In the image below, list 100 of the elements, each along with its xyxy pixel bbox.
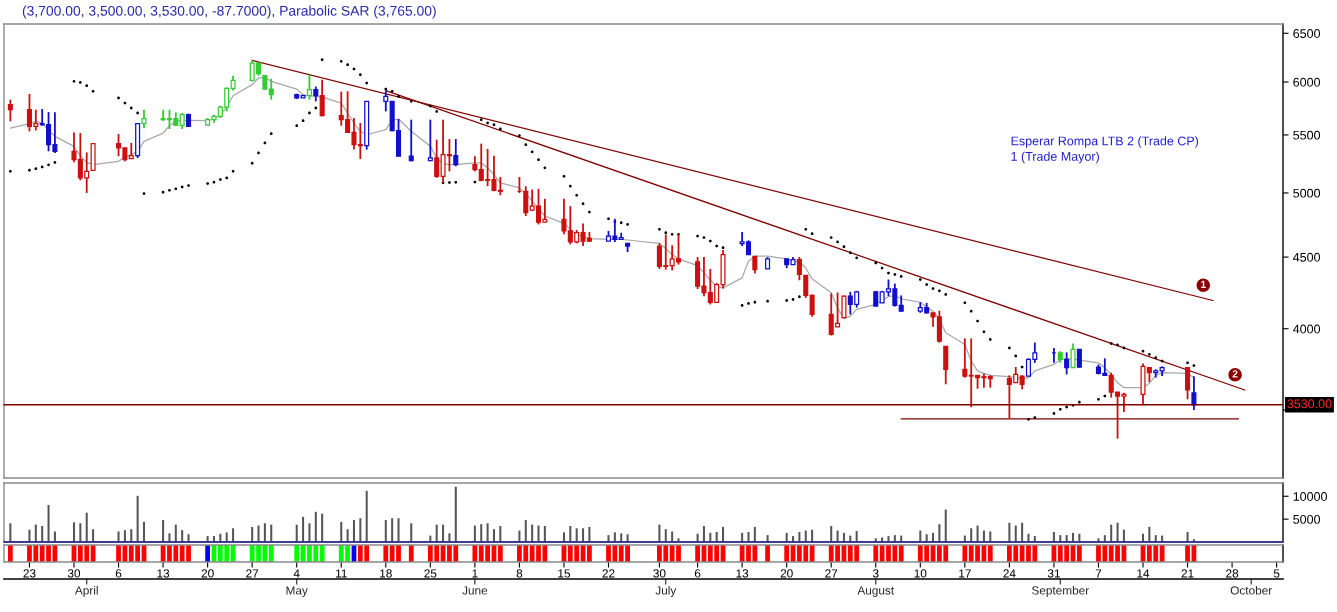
bar <box>499 525 502 542</box>
bar <box>162 520 165 542</box>
bar <box>747 531 750 542</box>
x-tick-label: 15 <box>558 569 571 578</box>
bar <box>321 513 324 542</box>
bar <box>531 524 534 542</box>
bar <box>174 524 177 542</box>
x-tick-label: 21 <box>1181 569 1194 578</box>
y-tick-label: 4500 <box>1293 252 1321 262</box>
bar <box>295 524 298 542</box>
bar <box>442 524 445 542</box>
bar <box>702 525 705 542</box>
bar <box>130 529 133 542</box>
bar <box>232 528 235 542</box>
bar <box>302 516 305 542</box>
bar <box>798 531 801 542</box>
bar <box>1008 522 1011 542</box>
bar <box>314 511 317 542</box>
bar <box>308 523 311 542</box>
y-tick-label: 6500 <box>1293 29 1321 38</box>
bar <box>251 526 254 542</box>
x-tick-label: 28 <box>1226 569 1239 578</box>
x-tick-label: 31 <box>1047 569 1060 578</box>
x-tick-label: 13 <box>736 569 749 578</box>
y-tick-label: 10000 <box>1293 492 1327 501</box>
bar <box>1021 522 1024 542</box>
x-tick-label: 27 <box>246 569 259 578</box>
bar <box>944 509 947 542</box>
bar <box>410 523 413 542</box>
bar <box>722 526 725 542</box>
bar <box>85 512 88 542</box>
bar <box>391 518 394 542</box>
bar <box>1148 526 1151 542</box>
candlestick <box>987 374 993 389</box>
x-tick-label: 13 <box>157 569 170 578</box>
bar <box>537 525 540 542</box>
bar <box>989 531 992 542</box>
x2-tick-label: June <box>462 586 488 595</box>
candlestick <box>796 256 802 282</box>
bar <box>263 523 266 542</box>
candlestick <box>1070 342 1076 369</box>
y-tick-label: 5000 <box>1293 514 1321 524</box>
bar <box>41 525 44 542</box>
bar <box>365 490 368 542</box>
bar <box>142 521 146 542</box>
x-tick-label: 7 <box>1095 569 1102 578</box>
candlestick <box>809 293 815 318</box>
annotation: Esperar Rompa LTB 2 (Trade CP) <box>1011 136 1199 148</box>
bar <box>753 526 756 542</box>
candlestick <box>1076 348 1082 369</box>
bar <box>270 524 273 542</box>
x-tick-label: 24 <box>1003 569 1016 578</box>
y-tick-label: 6000 <box>1293 77 1321 87</box>
candlestick <box>7 98 13 123</box>
candlestick <box>943 345 949 386</box>
bar <box>658 524 661 542</box>
bar <box>72 522 76 542</box>
x-tick-label: 1 <box>472 569 478 578</box>
bar <box>1116 522 1119 542</box>
x-tick-label: 20 <box>201 569 214 578</box>
candlestick <box>1185 366 1191 401</box>
x2-tick-label: August <box>857 586 895 597</box>
bar <box>562 532 565 542</box>
bar <box>92 529 95 542</box>
x-tick-label: 25 <box>424 569 437 578</box>
candlestick <box>434 138 440 179</box>
bar <box>575 528 578 542</box>
x2-tick-label: May <box>286 586 308 597</box>
bar <box>123 530 126 542</box>
x-tick-label: 27 <box>825 569 838 578</box>
bar <box>1186 531 1189 542</box>
annotation: 2 <box>1232 370 1238 378</box>
x-tick-label: 3 <box>872 569 879 578</box>
bar <box>225 532 228 542</box>
candlestick <box>383 89 389 113</box>
x-tick-label: 20 <box>780 569 793 578</box>
x2-tick-label: July <box>655 585 677 597</box>
x-tick-label: 18 <box>380 569 392 578</box>
candlestick <box>319 78 325 118</box>
bar <box>855 531 858 542</box>
bar <box>671 531 674 542</box>
bar <box>715 531 718 542</box>
x-tick-label: 11 <box>336 569 347 578</box>
bar <box>492 529 495 542</box>
candlestick <box>803 274 809 299</box>
annotation: 1 (Trade Mayor) <box>1011 151 1099 164</box>
bar <box>117 531 120 542</box>
bar <box>569 525 572 542</box>
chart-title: (3,700.00, 3,500.00, 3,530.00, -87.7000), Parabolic SAR (3,765.00) <box>22 5 436 19</box>
bar <box>9 523 12 542</box>
bar <box>486 523 489 542</box>
bar <box>435 524 438 542</box>
bar <box>970 528 973 542</box>
x-tick-label: 30 <box>653 569 666 578</box>
bar <box>340 521 343 542</box>
x-tick-label: 6 <box>694 569 701 578</box>
x-tick-label: 10 <box>914 569 927 578</box>
candlestick <box>841 294 847 319</box>
candlestick <box>427 118 433 162</box>
bar <box>47 504 50 542</box>
